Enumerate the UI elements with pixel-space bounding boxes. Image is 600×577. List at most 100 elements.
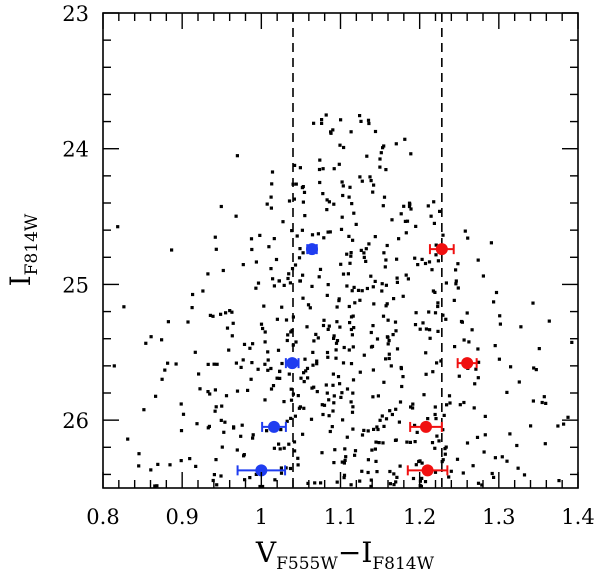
data-point (338, 143, 342, 147)
data-point (329, 131, 333, 135)
data-point (334, 341, 339, 345)
data-point (310, 284, 314, 288)
data-point (351, 391, 355, 395)
data-point (378, 157, 382, 161)
data-point (235, 389, 240, 393)
data-point (334, 356, 338, 360)
data-point (263, 340, 267, 344)
data-point (375, 470, 379, 474)
data-point (341, 193, 345, 198)
data-point (269, 195, 273, 199)
data-point (529, 424, 533, 428)
x-tick-label: 0.8 (86, 505, 119, 529)
data-point (426, 204, 430, 208)
data-point (369, 330, 373, 335)
data-point (360, 433, 365, 437)
data-point (341, 272, 346, 276)
data-point (362, 428, 366, 432)
data-point (228, 309, 232, 313)
data-point (326, 327, 330, 331)
data-point (289, 387, 293, 391)
data-point (275, 317, 279, 321)
data-point (455, 457, 460, 461)
data-point (331, 409, 335, 413)
data-point (472, 406, 476, 410)
data-point (365, 286, 369, 291)
y-tick-labels: 23 24 25 26 (62, 2, 89, 433)
data-point (395, 347, 400, 351)
data-point (360, 179, 364, 183)
data-point (423, 261, 428, 266)
data-point (342, 473, 347, 477)
data-point (325, 350, 330, 355)
data-point (280, 361, 284, 366)
data-point (345, 387, 350, 391)
data-point (326, 283, 330, 287)
data-point (497, 357, 501, 361)
data-point (332, 336, 336, 340)
data-point (320, 121, 324, 125)
data-point (358, 479, 362, 483)
data-point (358, 298, 362, 302)
data-point (270, 182, 274, 186)
data-point (305, 325, 309, 329)
plot-frame (102, 12, 579, 489)
data-point (483, 433, 487, 437)
data-point (531, 399, 535, 403)
data-point (276, 348, 281, 352)
data-point (188, 457, 192, 461)
data-point (321, 167, 325, 171)
data-point (206, 390, 210, 394)
red-point-1 (428, 243, 455, 256)
data-point (160, 377, 164, 381)
data-point (332, 334, 336, 338)
data-point (271, 277, 275, 281)
data-point (333, 448, 337, 452)
data-point (393, 320, 398, 324)
data-point (418, 459, 422, 463)
data-point (386, 342, 390, 346)
data-point (370, 448, 374, 452)
data-point (246, 388, 250, 392)
data-point (471, 464, 475, 468)
data-point (368, 175, 372, 179)
data-point (477, 360, 481, 364)
data-point (354, 222, 358, 226)
data-point (219, 474, 223, 478)
data-point (181, 412, 186, 416)
data-point (235, 154, 239, 158)
data-point (498, 322, 502, 326)
data-point (293, 263, 298, 267)
data-point (301, 432, 305, 436)
data-point (281, 220, 285, 224)
data-point (314, 332, 318, 336)
data-point (315, 362, 319, 366)
data-point (384, 304, 388, 308)
data-point (381, 314, 386, 318)
data-point (376, 394, 380, 398)
data-point (279, 428, 283, 432)
data-point (301, 273, 305, 277)
data-point (267, 245, 271, 249)
data-point (409, 207, 413, 211)
data-point (240, 423, 244, 427)
data-point (366, 470, 370, 475)
data-point (556, 424, 560, 428)
data-point (359, 119, 363, 123)
data-point (242, 453, 246, 457)
y-tick-label: 26 (62, 409, 89, 433)
data-point (408, 202, 412, 206)
data-point (272, 284, 276, 288)
red-point-3 (409, 420, 443, 433)
data-point (316, 336, 320, 340)
data-point (457, 374, 461, 378)
data-point (430, 268, 434, 272)
data-point (254, 472, 258, 476)
data-point (320, 403, 324, 407)
data-point (349, 130, 353, 134)
data-point (302, 371, 306, 375)
data-point (327, 414, 331, 418)
data-point (369, 484, 373, 488)
data-point (249, 377, 253, 381)
data-point (442, 413, 446, 417)
